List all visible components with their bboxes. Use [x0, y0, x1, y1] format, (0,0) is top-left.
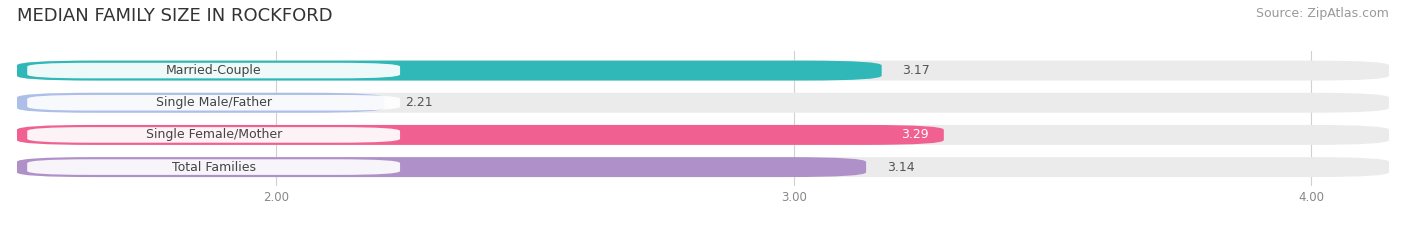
FancyBboxPatch shape: [17, 157, 1389, 177]
FancyBboxPatch shape: [27, 63, 401, 78]
FancyBboxPatch shape: [17, 93, 384, 113]
FancyBboxPatch shape: [17, 125, 943, 145]
FancyBboxPatch shape: [17, 93, 1389, 113]
Text: 3.14: 3.14: [887, 161, 914, 174]
Text: Total Families: Total Families: [172, 161, 256, 174]
FancyBboxPatch shape: [17, 157, 866, 177]
Text: 3.29: 3.29: [901, 128, 928, 141]
Text: Married-Couple: Married-Couple: [166, 64, 262, 77]
Text: 3.17: 3.17: [903, 64, 931, 77]
Text: 2.21: 2.21: [405, 96, 433, 109]
FancyBboxPatch shape: [27, 95, 401, 110]
FancyBboxPatch shape: [27, 127, 401, 143]
FancyBboxPatch shape: [27, 159, 401, 175]
Text: MEDIAN FAMILY SIZE IN ROCKFORD: MEDIAN FAMILY SIZE IN ROCKFORD: [17, 7, 332, 25]
Text: Source: ZipAtlas.com: Source: ZipAtlas.com: [1256, 7, 1389, 20]
FancyBboxPatch shape: [17, 125, 1389, 145]
Text: Single Female/Mother: Single Female/Mother: [146, 128, 281, 141]
FancyBboxPatch shape: [17, 61, 882, 81]
Text: Single Male/Father: Single Male/Father: [156, 96, 271, 109]
FancyBboxPatch shape: [17, 61, 1389, 81]
